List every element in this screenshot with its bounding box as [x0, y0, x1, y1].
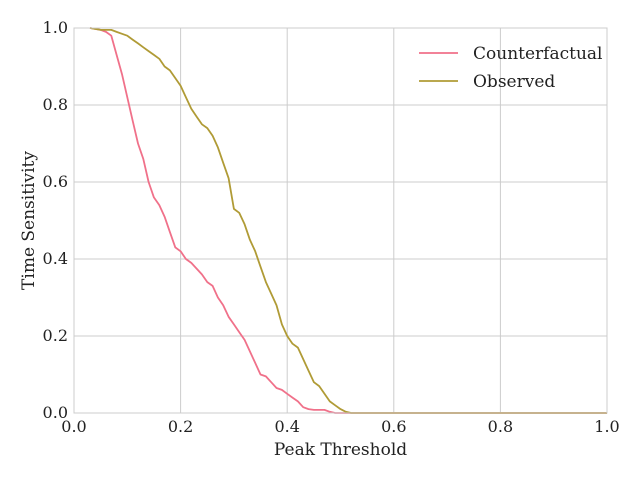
y-tick-label: 0.0	[43, 403, 68, 422]
y-tick-label: 0.6	[43, 172, 68, 191]
legend-label-observed: Observed	[473, 72, 555, 92]
x-tick-label: 1.0	[594, 417, 619, 436]
x-tick-label: 0.2	[168, 417, 193, 436]
series-line-observed	[89, 27, 607, 414]
x-tick-labels: 0.0 0.2 0.4 0.6 0.8 1.0	[61, 417, 619, 436]
y-tick-label: 1.0	[43, 18, 68, 37]
x-axis-label: Peak Threshold	[274, 440, 407, 460]
x-tick-label: 0.6	[381, 417, 406, 436]
legend-label-counterfactual: Counterfactual	[473, 44, 602, 64]
y-tick-labels: 0.0 0.2 0.4 0.6 0.8 1.0	[43, 18, 68, 422]
legend: Counterfactual Observed	[419, 44, 602, 92]
y-tick-label: 0.4	[43, 249, 68, 268]
x-tick-label: 0.0	[61, 417, 86, 436]
y-axis-label: Time Sensitivity	[19, 151, 39, 290]
y-tick-label: 0.8	[43, 95, 68, 114]
plot-lines	[89, 27, 607, 414]
x-tick-label: 0.4	[274, 417, 299, 436]
plot-frame	[73, 27, 608, 414]
series-line-counterfactual	[89, 27, 607, 414]
y-tick-label: 0.2	[43, 326, 68, 345]
x-tick-label: 0.8	[488, 417, 513, 436]
